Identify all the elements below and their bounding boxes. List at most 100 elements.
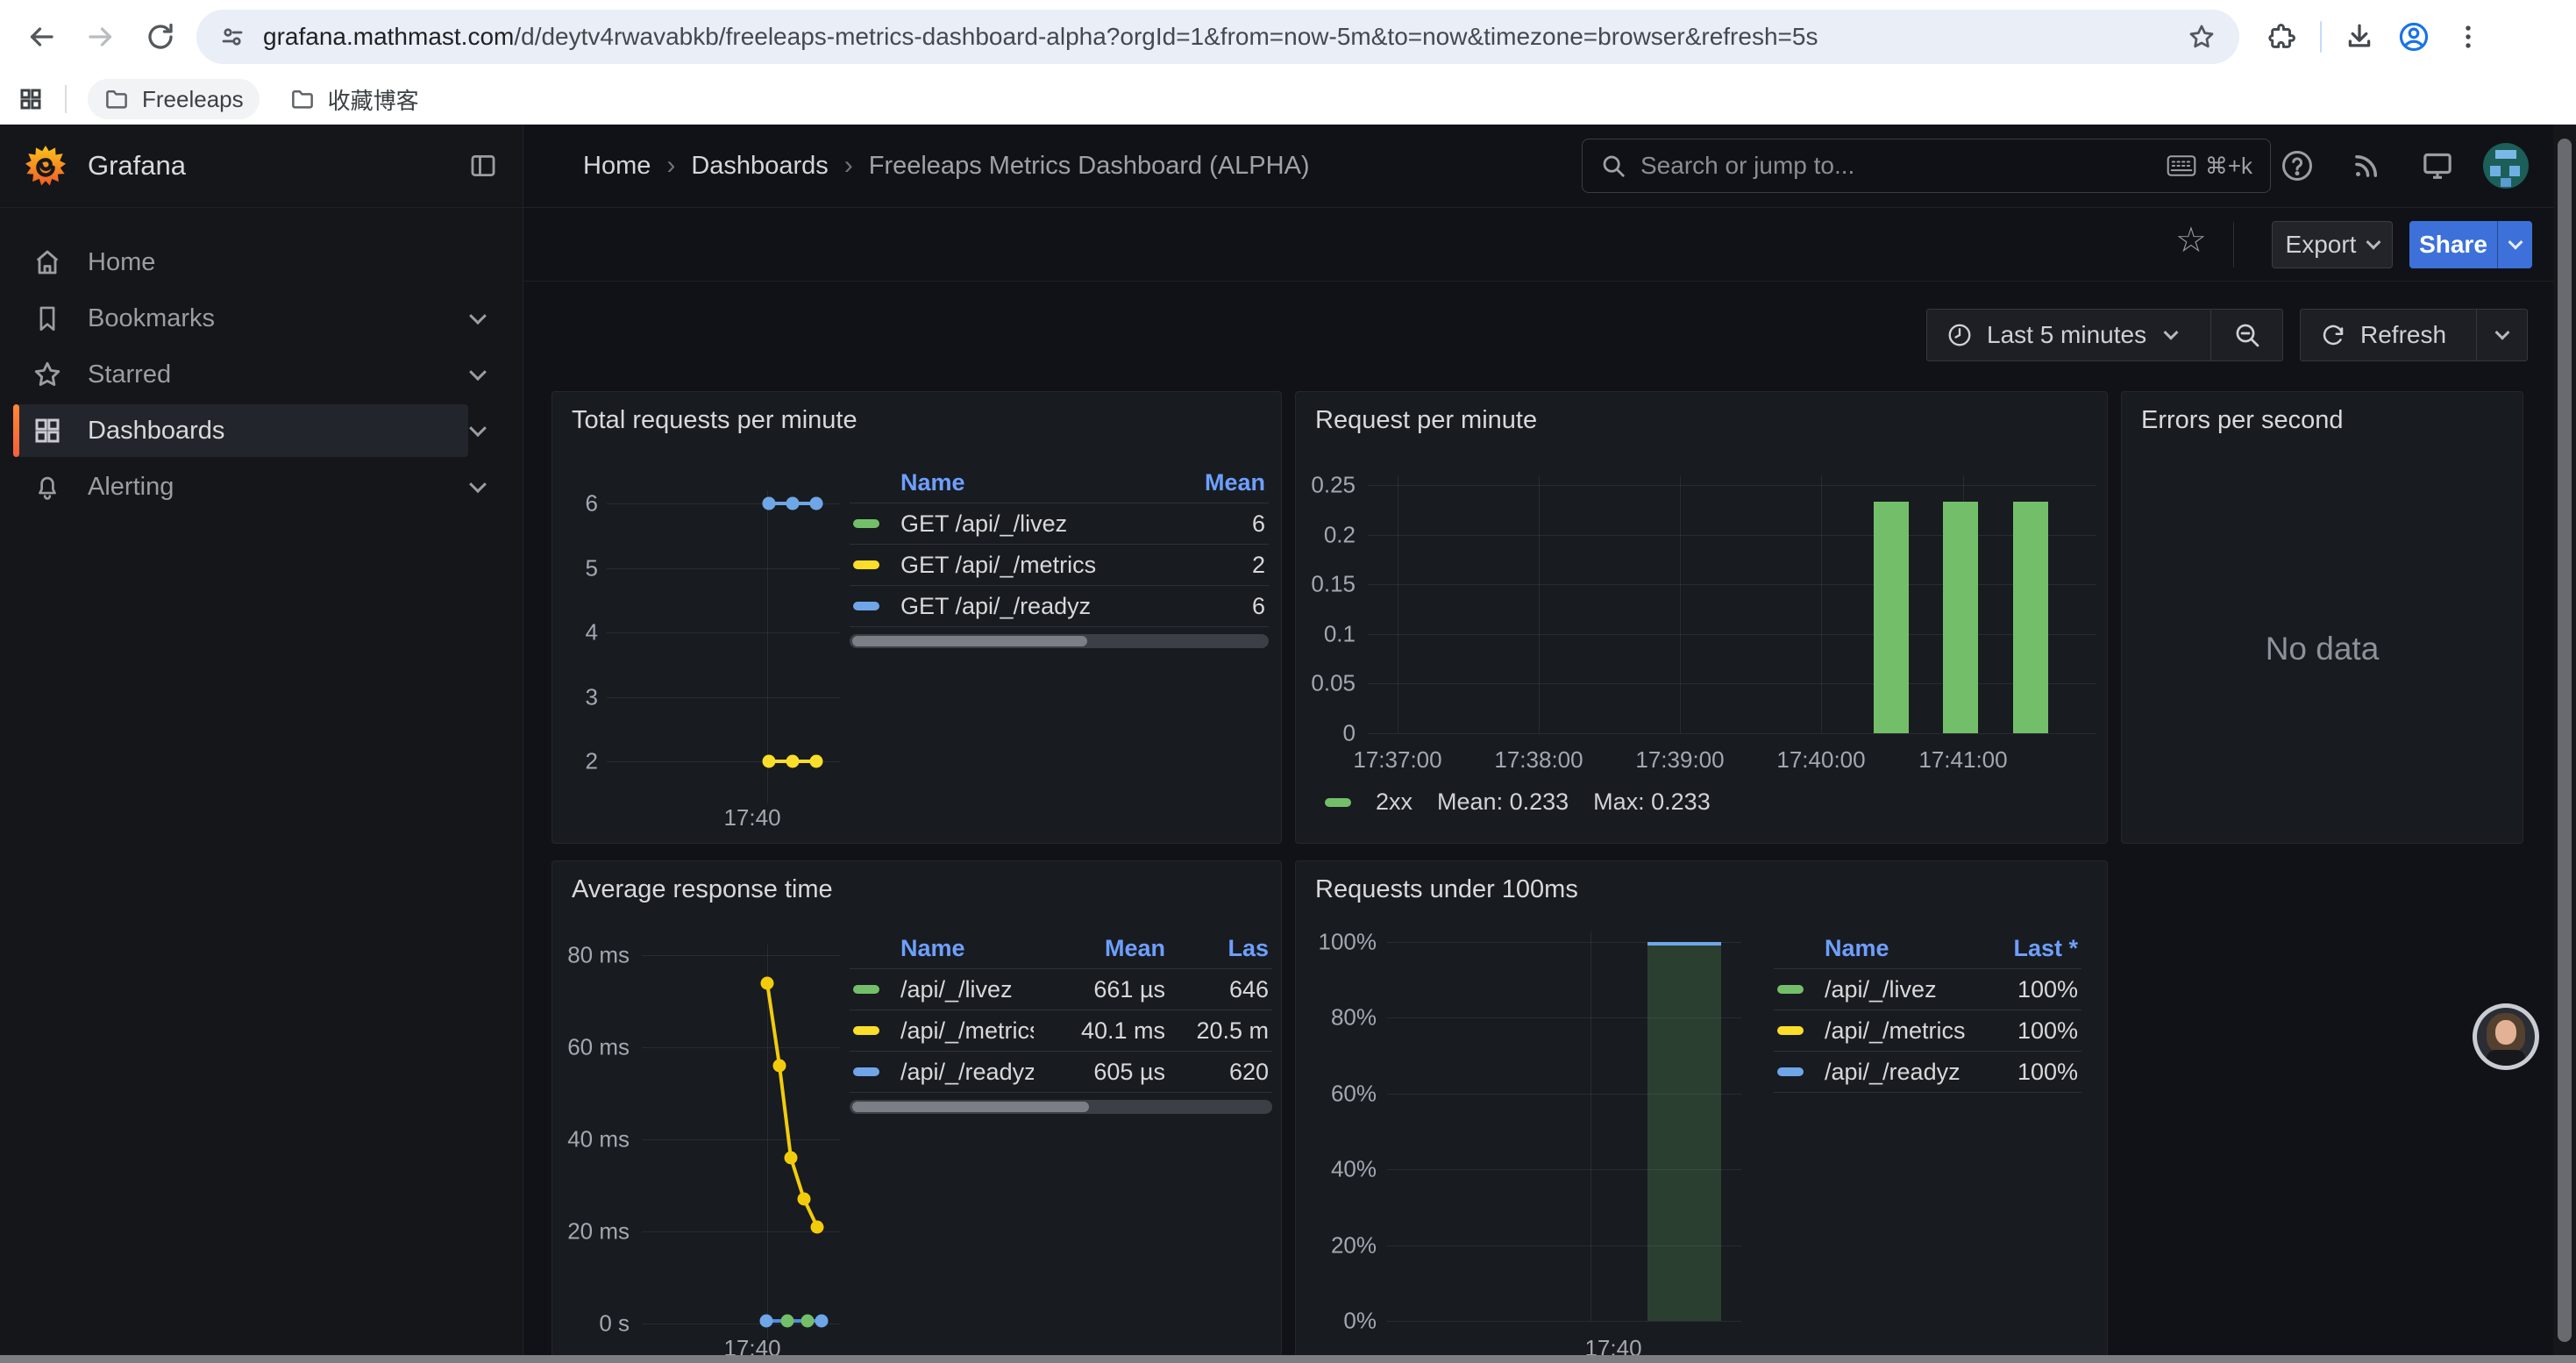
gridline-h	[1387, 1017, 1741, 1019]
legend-header-name[interactable]: Name	[900, 934, 965, 961]
legend-row[interactable]: /api/_/livez 661 µs 646	[850, 969, 1272, 1010]
legend-series-name[interactable]: GET /api/_/readyz	[900, 592, 1092, 619]
legend-row[interactable]: GET /api/_/livez 6	[850, 503, 1269, 545]
sidebar-item-home[interactable]: Home	[0, 234, 523, 290]
y-tick-label: 0	[1342, 719, 1356, 746]
panel-title[interactable]: Errors per second	[2141, 406, 2344, 434]
legend-row[interactable]: /api/_/metrics 40.1 ms 20.5 m	[850, 1010, 1272, 1052]
legend-color-pill	[853, 560, 879, 569]
chevron-down-icon[interactable]	[469, 419, 487, 438]
legend-header-value[interactable]: Las	[1228, 934, 1269, 961]
bookmark-icon	[30, 303, 65, 333]
bar[interactable]	[1943, 502, 1978, 733]
sidebar-item-alerting[interactable]: Alerting	[0, 459, 523, 515]
sidebar-item-dashboards[interactable]: Dashboards	[0, 403, 523, 459]
legend-inline[interactable]: 2xx Mean: 0.233 Max: 0.233	[1325, 789, 1711, 816]
zoom-out-icon	[2236, 324, 2259, 347]
legend-header-value[interactable]: Last *	[2013, 934, 2078, 961]
legend-series-name[interactable]: GET /api/_/livez	[900, 510, 1068, 537]
legend-header-value[interactable]: Mean	[1104, 934, 1165, 961]
window-bottom-edge	[0, 1355, 2576, 1363]
legend-scrollbar-thumb[interactable]	[852, 636, 1087, 646]
page-scrollbar[interactable]	[2553, 125, 2576, 1355]
help-icon[interactable]	[2280, 148, 2315, 183]
sidebar-item-label: Alerting	[88, 472, 174, 501]
scrollbar-thumb[interactable]	[2558, 139, 2572, 1342]
site-settings-icon[interactable]	[219, 24, 246, 50]
bookmark-chip[interactable]: Freeleaps	[88, 79, 260, 119]
sidebar-item-label: Home	[88, 247, 156, 276]
user-avatar[interactable]	[2483, 143, 2529, 189]
favorite-star-icon[interactable]: ☆	[2175, 221, 2207, 260]
bookmark-star-icon[interactable]	[2187, 22, 2217, 52]
legend-pill-box	[853, 519, 900, 528]
news-rss-icon[interactable]	[2350, 149, 2383, 182]
legend-series-name[interactable]: /api/_/readyz	[900, 1058, 1034, 1085]
share-dropdown-button[interactable]	[2497, 221, 2532, 268]
bookmark-chip[interactable]: 收藏博客	[274, 79, 435, 119]
url-bar[interactable]: grafana.mathmast.com/d/deytv4rwavabkb/fr…	[196, 10, 2239, 64]
reload-icon[interactable]	[137, 13, 184, 61]
legend-series-name[interactable]: GET /api/_/metrics	[900, 551, 1097, 578]
breadcrumb-item[interactable]: Dashboards	[691, 151, 829, 180]
chevron-down-icon[interactable]	[469, 307, 487, 325]
collapse-sidebar-icon[interactable]	[468, 151, 498, 181]
legend-header-value[interactable]: Mean	[1204, 468, 1265, 496]
search-input[interactable]: Search or jump to... ⌘+k	[1582, 139, 2271, 193]
back-icon[interactable]	[18, 13, 65, 61]
legend-row[interactable]: /api/_/livez 100%	[1774, 969, 2081, 1010]
legend-pill-box	[853, 985, 900, 994]
bar[interactable]	[1874, 502, 1909, 733]
legend-row[interactable]: GET /api/_/metrics 2	[850, 545, 1269, 586]
refresh-interval-dropdown[interactable]	[2476, 310, 2527, 360]
download-icon[interactable]	[2345, 22, 2374, 52]
legend-header-name[interactable]: Name	[1825, 934, 1889, 961]
extensions-icon[interactable]	[2267, 22, 2297, 52]
legend-series-name[interactable]: /api/_/metrics	[1825, 1017, 1966, 1044]
refresh-button[interactable]: Refresh	[2301, 321, 2476, 349]
export-button[interactable]: Export	[2272, 221, 2393, 268]
panel-title[interactable]: Total requests per minute	[572, 406, 857, 434]
forward-icon[interactable]	[77, 13, 125, 61]
y-tick-label: 0.2	[1323, 521, 1356, 548]
y-tick-label: 60%	[1330, 1080, 1377, 1107]
panel-title[interactable]: Average response time	[572, 875, 833, 903]
zoom-out-button[interactable]	[2210, 310, 2282, 360]
legend-series-name[interactable]: 2xx	[1376, 789, 1413, 815]
legend-row[interactable]: /api/_/readyz 100%	[1774, 1052, 2081, 1093]
legend-header-name[interactable]: Name	[900, 468, 965, 496]
panel-title[interactable]: Request per minute	[1315, 406, 1538, 434]
share-button[interactable]: Share	[2409, 221, 2497, 268]
x-tick-label: 17:40:00	[1776, 746, 1866, 773]
sidebar-item-bookmarks[interactable]: Bookmarks	[0, 290, 523, 346]
chevron-down-icon[interactable]	[469, 475, 487, 494]
legend-series-name[interactable]: /api/_/livez	[1825, 975, 1937, 1003]
gridline-h	[1387, 1321, 1741, 1322]
panel-title[interactable]: Requests under 100ms	[1315, 875, 1578, 903]
legend-value: 2	[1251, 551, 1265, 578]
legend-scrollbar[interactable]	[850, 1100, 1272, 1114]
apps-grid-icon[interactable]	[18, 86, 44, 112]
legend-row[interactable]: /api/_/metrics 100%	[1774, 1010, 2081, 1052]
menu-kebab-icon[interactable]	[2453, 22, 2483, 52]
legend-scrollbar[interactable]	[850, 634, 1269, 648]
y-tick-label: 20%	[1330, 1231, 1377, 1259]
legend-row[interactable]: GET /api/_/readyz 6	[850, 586, 1269, 627]
legend-series-name[interactable]: /api/_/metrics	[900, 1017, 1034, 1044]
grafana-logo-icon[interactable]	[25, 145, 67, 187]
breadcrumb-item[interactable]: Home	[583, 151, 651, 180]
legend-series-name[interactable]: /api/_/livez	[900, 975, 1013, 1003]
sidebar-item-starred[interactable]: Starred	[0, 346, 523, 403]
legend-scrollbar-thumb[interactable]	[852, 1102, 1089, 1112]
profile-icon[interactable]	[2397, 20, 2430, 54]
legend-series-name[interactable]: /api/_/readyz	[1825, 1058, 1960, 1085]
gridline-h	[1368, 683, 2096, 685]
chevron-down-icon[interactable]	[469, 363, 487, 382]
tv-kiosk-icon[interactable]	[2420, 148, 2455, 183]
bar[interactable]	[2013, 502, 2048, 733]
time-range-picker[interactable]: Last 5 minutes	[1927, 321, 2210, 349]
series-dot	[762, 754, 776, 768]
floating-assistant-avatar[interactable]	[2473, 1003, 2539, 1070]
gridline-h	[1387, 1245, 1741, 1246]
legend-row[interactable]: /api/_/readyz 605 µs 620	[850, 1052, 1272, 1093]
